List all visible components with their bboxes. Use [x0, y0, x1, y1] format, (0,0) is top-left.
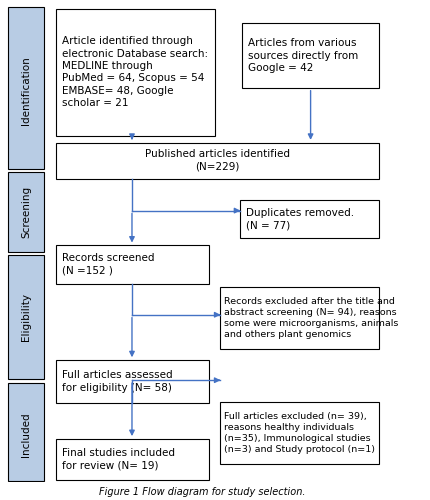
FancyBboxPatch shape	[55, 142, 378, 178]
Text: Identification: Identification	[21, 56, 31, 124]
Text: Full articles assessed
for eligibility (N= 58): Full articles assessed for eligibility (…	[61, 370, 172, 393]
Text: Eligibility: Eligibility	[21, 293, 31, 341]
FancyBboxPatch shape	[55, 246, 208, 284]
Text: Final studies included
for review (N= 19): Final studies included for review (N= 19…	[61, 448, 174, 470]
Text: Records screened
(N =152 ): Records screened (N =152 )	[61, 254, 154, 276]
Text: Duplicates removed.
(N = 77): Duplicates removed. (N = 77)	[246, 208, 353, 231]
FancyBboxPatch shape	[240, 200, 378, 238]
FancyBboxPatch shape	[8, 255, 44, 380]
FancyBboxPatch shape	[8, 172, 44, 252]
Text: Figure 1 Flow diagram for study selection.: Figure 1 Flow diagram for study selectio…	[99, 487, 305, 497]
Text: Included: Included	[21, 412, 31, 457]
Text: Published articles identified
(N=229): Published articles identified (N=229)	[144, 150, 289, 172]
FancyBboxPatch shape	[8, 382, 44, 481]
Text: Records excluded after the title and
abstract screening (N= 94), reasons
some we: Records excluded after the title and abs…	[224, 297, 398, 339]
FancyBboxPatch shape	[242, 24, 378, 88]
FancyBboxPatch shape	[8, 6, 44, 169]
FancyBboxPatch shape	[55, 360, 208, 403]
Text: Articles from various
sources directly from
Google = 42: Articles from various sources directly f…	[248, 38, 358, 73]
FancyBboxPatch shape	[220, 402, 378, 464]
FancyBboxPatch shape	[55, 9, 214, 136]
FancyBboxPatch shape	[220, 287, 378, 349]
Text: Screening: Screening	[21, 186, 31, 238]
Text: Article identified through
electronic Database search:
MEDLINE through
PubMed = : Article identified through electronic Da…	[61, 36, 207, 109]
FancyBboxPatch shape	[55, 439, 208, 480]
Text: Full articles excluded (n= 39),
reasons healthy individuals
(n=35), Immunologica: Full articles excluded (n= 39), reasons …	[224, 412, 375, 454]
